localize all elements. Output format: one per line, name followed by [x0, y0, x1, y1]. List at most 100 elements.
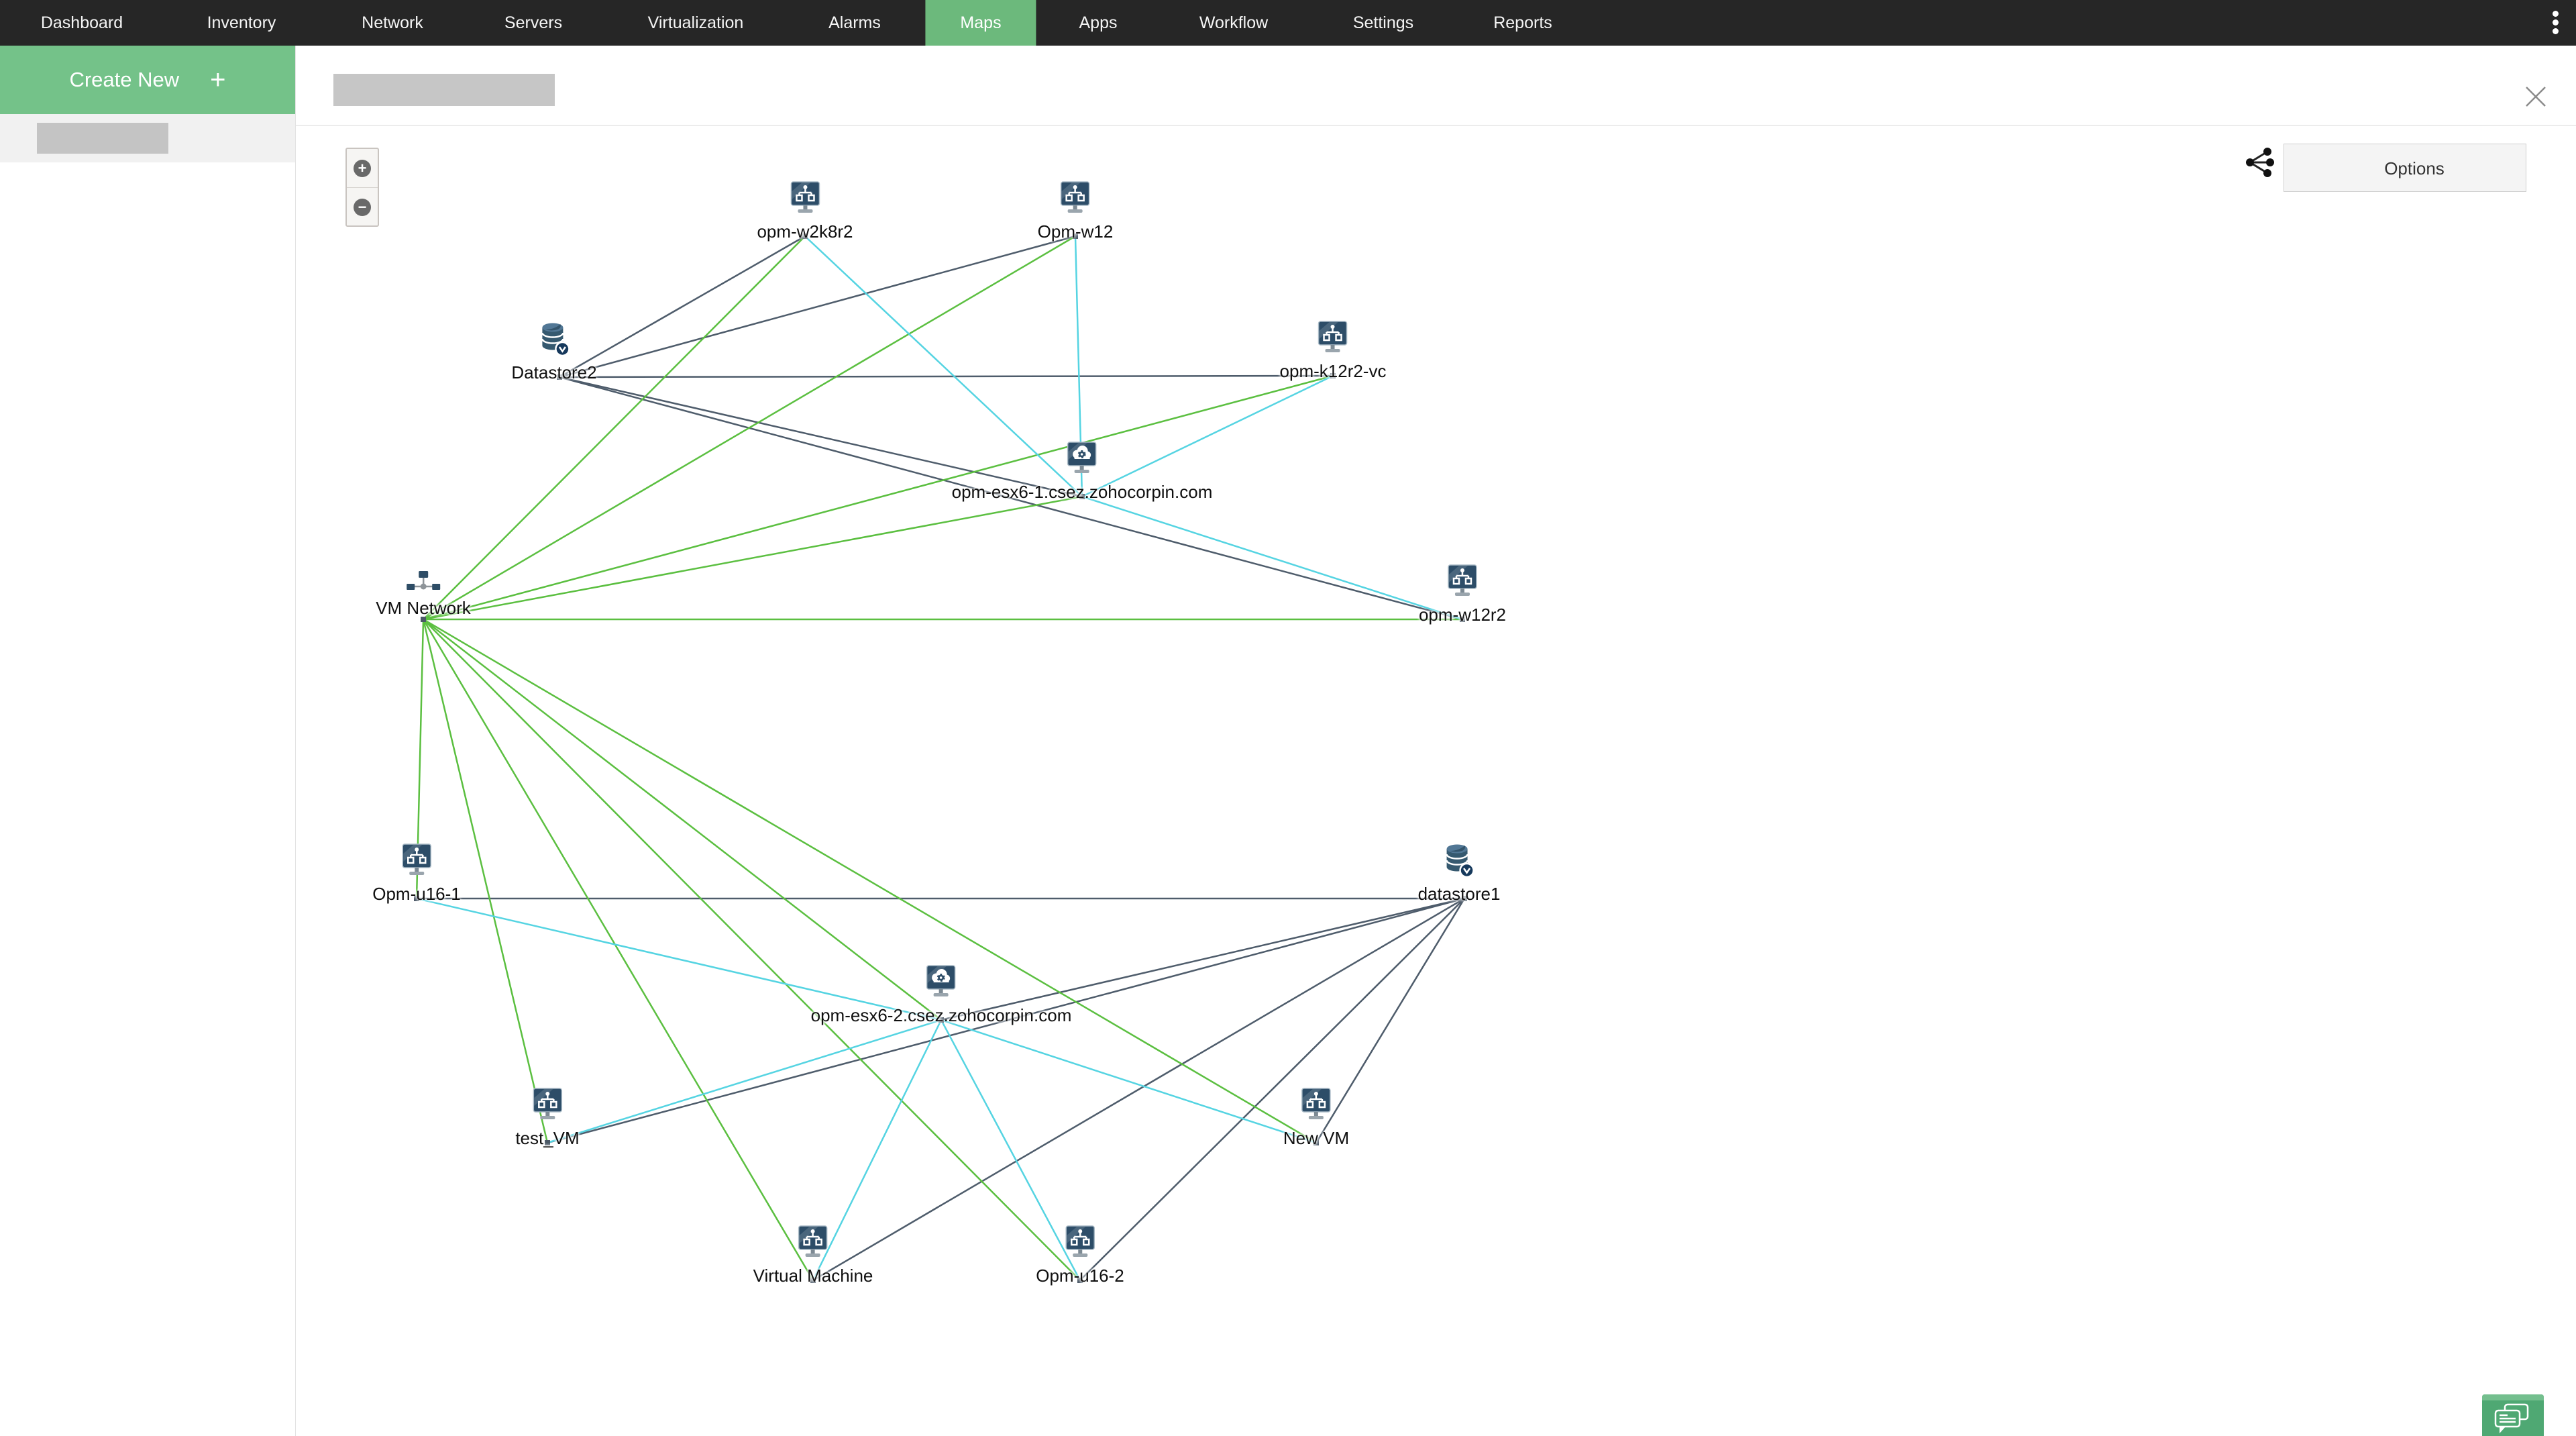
- edge-anchor: [557, 374, 562, 380]
- edge-storage: [941, 897, 1465, 1021]
- node-label: Virtual Machine: [753, 1266, 873, 1286]
- edge-storage: [559, 376, 1083, 498]
- zoom-out-button[interactable]: −: [347, 188, 378, 226]
- edge-storage: [559, 235, 806, 378]
- edge-network: [422, 619, 814, 1281]
- edge-anchor: [938, 1017, 944, 1023]
- vm-icon: [1419, 564, 1506, 605]
- edge-storage: [812, 897, 1465, 1282]
- nav-tab-virtualization[interactable]: Virtualization: [647, 13, 744, 32]
- edge-anchor: [421, 617, 426, 622]
- vm-icon: [1283, 1087, 1349, 1128]
- top-nav: Dashboard Inventory Network Servers Virtuali…: [0, 0, 2576, 46]
- edge-host: [416, 897, 942, 1021]
- create-new-label: Create New: [69, 68, 180, 91]
- node-label: Opm-w12: [1037, 221, 1114, 242]
- datastore-icon: [1418, 843, 1501, 884]
- close-icon[interactable]: [2524, 85, 2548, 109]
- create-new-button[interactable]: Create New +: [0, 46, 295, 114]
- edge-network: [423, 236, 806, 620]
- nav-tab-dashboard[interactable]: Dashboard: [40, 13, 123, 32]
- edge-anchor: [810, 1278, 816, 1283]
- map-node-opm-w12[interactable]: Opm-w12: [1037, 181, 1114, 242]
- edge-anchor: [414, 896, 419, 901]
- edge-anchor: [1079, 494, 1085, 499]
- map-node-opm-k12r2-vc[interactable]: opm-k12r2-vc: [1279, 320, 1387, 382]
- node-label: test_VM: [515, 1128, 580, 1148]
- edge-anchor: [545, 1140, 550, 1145]
- nav-tab-apps[interactable]: Apps: [1079, 13, 1118, 32]
- plus-icon: +: [210, 65, 226, 95]
- edge-storage: [1315, 898, 1466, 1143]
- map-node-opm-esx6-2-csez-zohocorpin-com[interactable]: opm-esx6-2.csez.zohocorpin.com: [810, 964, 1072, 1026]
- sidebar-item-placeholder[interactable]: [0, 114, 295, 162]
- options-button[interactable]: Options: [2284, 144, 2526, 192]
- edge-storage: [559, 374, 1334, 378]
- map-node-test-vm[interactable]: test_VM: [515, 1087, 580, 1149]
- nav-tab-maps[interactable]: Maps: [925, 0, 1036, 46]
- node-label: opm-k12r2-vc: [1279, 361, 1387, 381]
- nav-tab-alarms[interactable]: Alarms: [828, 13, 881, 32]
- edge-host: [941, 1019, 1317, 1144]
- overflow-menu-icon[interactable]: [2545, 8, 2565, 39]
- edge-anchor: [1462, 896, 1467, 901]
- edge-host: [804, 236, 1083, 497]
- network-icon: [376, 570, 471, 598]
- node-label: Opm-u16-1: [372, 884, 461, 904]
- map-node-opm-w12r2[interactable]: opm-w12r2: [1419, 564, 1506, 625]
- zoom-controls: + −: [345, 148, 379, 227]
- vm-icon: [1280, 320, 1387, 361]
- edge-network: [422, 619, 549, 1143]
- edge-network: [423, 374, 1334, 621]
- nav-tab-workflow[interactable]: Workflow: [1199, 13, 1269, 32]
- map-node-opm-esx6-1-csez-zohocorpin-com[interactable]: opm-esx6-1.csez.zohocorpin.com: [951, 441, 1213, 503]
- nav-tab-servers[interactable]: Servers: [504, 13, 563, 32]
- sidebar: Create New +: [0, 46, 296, 1436]
- nav-tab-network[interactable]: Network: [362, 13, 423, 32]
- host-icon: [952, 441, 1213, 482]
- vm-icon: [753, 1225, 873, 1266]
- edge-storage: [559, 235, 1076, 378]
- map-node-opm-u16-2[interactable]: Opm-u16-2: [1036, 1225, 1124, 1286]
- map-node-new-vm[interactable]: New VM: [1283, 1087, 1349, 1149]
- datastore-icon: [511, 321, 596, 362]
- nav-tab-inventory[interactable]: Inventory: [207, 13, 276, 32]
- edge-storage: [559, 376, 1463, 621]
- edge-anchor: [1313, 1140, 1319, 1145]
- edge-host: [1081, 374, 1334, 498]
- edge-anchor: [1330, 373, 1336, 378]
- map-panel: Options + −: [296, 46, 2576, 1436]
- header-divider: [296, 125, 2576, 126]
- map-node-virtual-machine[interactable]: Virtual Machine: [753, 1225, 873, 1286]
- nav-tab-settings[interactable]: Settings: [1352, 13, 1414, 32]
- map-node-datastore2[interactable]: Datastore2: [511, 321, 597, 383]
- map-node-vm-network[interactable]: VM Network: [376, 570, 471, 619]
- node-label: VM Network: [376, 598, 471, 618]
- map-node-datastore1[interactable]: datastore1: [1418, 843, 1501, 905]
- vm-icon: [1036, 1225, 1124, 1266]
- map-node-opm-w2k8r2[interactable]: opm-w2k8r2: [757, 181, 853, 242]
- node-label: opm-w12r2: [1418, 605, 1507, 625]
- node-label: opm-w2k8r2: [757, 221, 853, 242]
- edge-network: [423, 495, 1083, 621]
- edge-network: [423, 619, 942, 1021]
- chat-widget-button[interactable]: [2482, 1394, 2544, 1436]
- zoom-in-button[interactable]: +: [347, 149, 378, 188]
- edge-network: [423, 619, 1081, 1281]
- host-icon: [811, 964, 1072, 1005]
- edge-host: [812, 1019, 943, 1281]
- node-label: opm-esx6-2.csez.zohocorpin.com: [810, 1005, 1072, 1025]
- sidebar-placeholder-bar: [37, 123, 168, 154]
- nav-tab-reports[interactable]: Reports: [1493, 13, 1552, 32]
- vm-icon: [757, 181, 853, 221]
- node-label: opm-esx6-1.csez.zohocorpin.com: [951, 482, 1213, 502]
- share-topology-icon[interactable]: [2245, 146, 2275, 178]
- edge-host: [1081, 495, 1463, 621]
- edge-anchor: [1073, 234, 1078, 239]
- edge-network: [423, 235, 1076, 621]
- node-label: Opm-u16-2: [1036, 1266, 1124, 1286]
- zoom-in-icon: +: [354, 159, 371, 177]
- zoom-out-icon: −: [354, 198, 371, 216]
- map-node-opm-u16-1[interactable]: Opm-u16-1: [372, 843, 461, 905]
